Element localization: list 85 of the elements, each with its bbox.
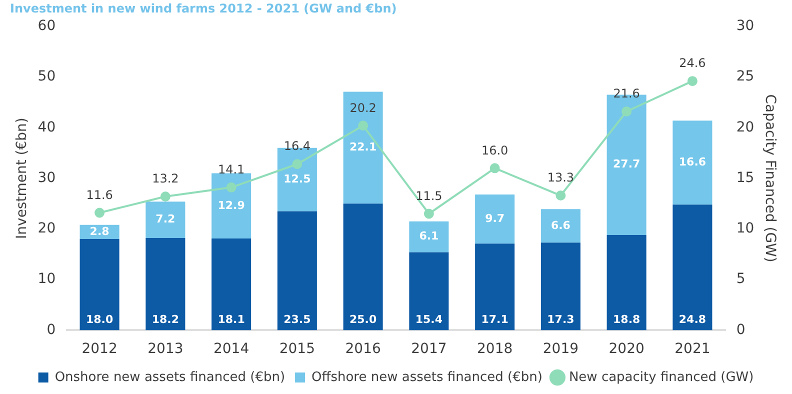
point (94, 208, 105, 218)
y-tick-label: 10 (38, 271, 56, 288)
bar (212, 238, 252, 330)
y-tick-label: 20 (38, 220, 56, 237)
data-label: 9.7 (485, 212, 505, 225)
data-label: 16.0 (481, 143, 508, 158)
point (160, 192, 170, 202)
bar (540, 209, 580, 243)
data-label: 15.4 (415, 313, 443, 326)
x-tick-label: 2020 (608, 341, 644, 358)
bar (475, 194, 515, 244)
data-label: 24.6 (679, 56, 706, 70)
bar (146, 202, 186, 238)
data-label: 18.8 (613, 313, 640, 326)
y-tick-label: 40 (38, 119, 56, 136)
bar (343, 204, 383, 330)
data-label: 25.0 (349, 313, 377, 326)
bar (80, 239, 120, 330)
data-label: 6.6 (550, 218, 571, 232)
x-tick-label: 2017 (411, 341, 447, 358)
point (687, 76, 698, 86)
x-tick-label: 2015 (279, 341, 316, 358)
data-label: 2.8 (90, 224, 110, 238)
data-label: 23.5 (284, 313, 311, 326)
bar (540, 242, 580, 330)
point (292, 159, 302, 170)
data-label: 13.2 (152, 172, 179, 186)
legend-label: Offshore new assets financed (€bn) (312, 370, 542, 385)
chart-title: Investment in new wind farms 2012 - 2021 (GW and €bn) (10, 1, 397, 16)
y2-tick-label: 5 (736, 271, 746, 288)
y-tick-label: 30 (38, 170, 56, 186)
point (490, 163, 500, 174)
y2-tick-label: 30 (736, 18, 754, 34)
bar (409, 221, 449, 252)
bar (343, 92, 383, 204)
legend-label: Onshore new assets financed (€bn) (54, 370, 286, 385)
data-label: 22.1 (349, 140, 377, 154)
x-tick-label: 2014 (213, 341, 250, 358)
point (622, 106, 632, 116)
data-label: 18.2 (152, 313, 179, 326)
y2-tick-label: 20 (736, 119, 754, 136)
point (358, 120, 368, 131)
data-label: 11.5 (416, 188, 442, 203)
y-tick-label: 50 (38, 68, 56, 85)
y2-tick-label: 15 (736, 170, 754, 186)
bar (212, 173, 252, 239)
data-label: 12.5 (284, 172, 311, 186)
x-tick-label: 2013 (148, 341, 184, 358)
y2-axis-title: Capacity Financed (GW) (762, 94, 778, 262)
bar (606, 235, 646, 330)
data-label: 17.1 (481, 313, 508, 326)
x-tick-label: 2018 (476, 341, 513, 358)
data-label: 16.6 (678, 155, 706, 168)
point (424, 208, 434, 219)
y2-tick-label: 10 (736, 220, 754, 237)
data-label: 7.2 (156, 212, 176, 226)
y-axis-title: Investment (€bn) (14, 118, 30, 239)
bar (475, 244, 515, 330)
data-label: 11.6 (86, 188, 113, 202)
data-label: 27.7 (613, 158, 640, 171)
y2-tick-label: 0 (736, 322, 746, 338)
point (226, 182, 236, 192)
y-tick-label: 0 (46, 322, 56, 338)
bar (277, 211, 317, 330)
bar (672, 204, 712, 330)
point (556, 190, 566, 201)
data-label: 13.3 (547, 170, 574, 185)
data-label: 18.0 (86, 313, 114, 326)
x-tick-label: 2012 (82, 341, 118, 358)
bar (672, 120, 712, 205)
y-tick-label: 60 (38, 18, 56, 34)
x-tick-label: 2016 (345, 341, 381, 358)
data-label: 14.1 (218, 162, 245, 177)
y2-tick-label: 25 (736, 68, 754, 85)
data-label: 17.3 (547, 313, 574, 326)
data-label: 6.1 (419, 230, 439, 243)
legend-label: New capacity financed (GW) (568, 370, 754, 385)
bar (409, 252, 449, 330)
data-label: 12.9 (218, 198, 245, 212)
x-tick-label: 2021 (674, 341, 710, 358)
data-label: 18.1 (218, 313, 245, 326)
data-label: 20.2 (350, 100, 376, 115)
bar (146, 238, 186, 330)
data-label: 24.8 (678, 313, 706, 326)
x-tick-label: 2019 (542, 341, 579, 358)
